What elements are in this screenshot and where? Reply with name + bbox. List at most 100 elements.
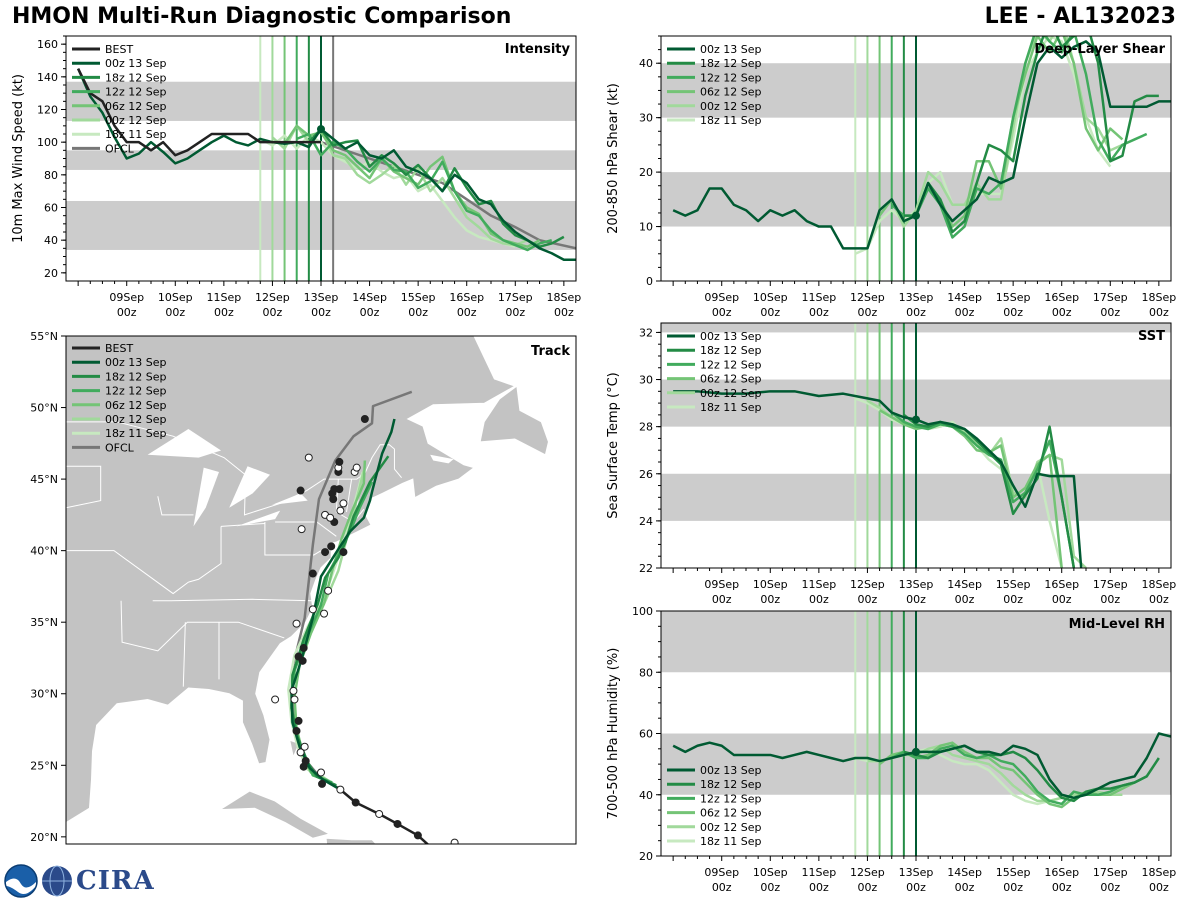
x-tick-date: 16Sep: [1044, 291, 1079, 304]
x-tick-hour: 00z: [712, 306, 732, 319]
y-tick-label: 120: [37, 104, 58, 117]
x-tick-hour: 00z: [906, 306, 926, 319]
x-tick-date: 14Sep: [947, 578, 982, 591]
best-track-point: [451, 839, 458, 846]
cira-logo: CIRA: [4, 864, 155, 898]
legend-label: OFCL: [105, 142, 135, 155]
lat-tick-label: 50°N: [30, 402, 58, 415]
land-hispaniola: [326, 838, 388, 864]
x-tick-hour: 00z: [1149, 593, 1169, 606]
legend-label: 12z 12 Sep: [105, 385, 167, 398]
x-tick-date: 11Sep: [801, 866, 836, 879]
globe-icon: [40, 864, 74, 898]
panel-title: Intensity: [505, 42, 571, 57]
y-axis-label: 200-850 hPa Shear (kt): [606, 83, 621, 234]
x-tick-hour: 00z: [906, 881, 926, 894]
init-point: [912, 212, 920, 220]
legend-label: 18z 11 Sep: [700, 835, 762, 848]
track-point: [340, 549, 347, 556]
x-tick-hour: 00z: [214, 306, 234, 319]
track-point: [322, 549, 329, 556]
legend-label: 00z 13 Sep: [700, 764, 762, 777]
best-track-point: [376, 810, 383, 817]
x-tick-hour: 00z: [311, 306, 331, 319]
y-tick-label: 20: [639, 166, 653, 179]
track-point: [295, 717, 302, 724]
best-track-point: [394, 820, 401, 827]
legend-label: 18z 11 Sep: [700, 401, 762, 414]
x-tick-hour: 00z: [1052, 881, 1072, 894]
init-point: [912, 416, 920, 424]
x-tick-hour: 00z: [858, 593, 878, 606]
legend-label: 06z 12 Sep: [700, 86, 762, 99]
legend-label: 00z 13 Sep: [105, 356, 167, 369]
x-tick-hour: 00z: [955, 306, 975, 319]
x-tick-hour: 00z: [1149, 881, 1169, 894]
lat-tick-label: 30°N: [30, 688, 58, 701]
legend-label: 06z 12 Sep: [105, 399, 167, 412]
y-tick-label: 40: [639, 57, 653, 70]
x-tick-date: 14Sep: [947, 291, 982, 304]
x-tick-date: 10Sep: [753, 578, 788, 591]
track-point: [318, 769, 325, 776]
legend-label: 00z 13 Sep: [700, 43, 762, 56]
init-point: [912, 748, 920, 756]
x-tick-hour: 00z: [760, 593, 780, 606]
y-axis-label: 10m Max Wind Speed (kt): [11, 74, 26, 243]
x-tick-hour: 00z: [760, 881, 780, 894]
x-tick-date: 15Sep: [996, 866, 1031, 879]
x-tick-hour: 00z: [906, 593, 926, 606]
track-point: [291, 696, 298, 703]
x-tick-hour: 00z: [117, 306, 137, 319]
x-tick-hour: 00z: [554, 306, 574, 319]
x-tick-hour: 00z: [1052, 306, 1072, 319]
legend-label: 00z 13 Sep: [700, 330, 762, 343]
track-point: [353, 464, 360, 471]
x-tick-hour: 00z: [955, 593, 975, 606]
legend-label: 12z 12 Sep: [700, 358, 762, 371]
panel-title: Mid-Level RH: [1069, 617, 1165, 632]
best-track-point: [414, 832, 421, 839]
legend-label: 18z 11 Sep: [700, 114, 762, 127]
x-tick-date: 18Sep: [1141, 866, 1176, 879]
x-tick-date: 17Sep: [498, 291, 533, 304]
x-tick-date: 15Sep: [401, 291, 436, 304]
x-tick-hour: 00z: [457, 306, 477, 319]
legend-label: 12z 12 Sep: [700, 71, 762, 84]
x-tick-hour: 00z: [858, 306, 878, 319]
y-tick-label: 28: [639, 421, 653, 434]
logo-text: CIRA: [76, 866, 155, 896]
track-point: [293, 727, 300, 734]
y-tick-label: 60: [639, 728, 653, 741]
legend-label: 12z 12 Sep: [105, 86, 167, 99]
x-tick-date: 13Sep: [899, 578, 934, 591]
lat-tick-label: 35°N: [30, 616, 58, 629]
lat-tick-label: 45°N: [30, 473, 58, 486]
legend-label: 18z 12 Sep: [700, 778, 762, 791]
x-tick-date: 18Sep: [1141, 578, 1176, 591]
x-tick-date: 17Sep: [1093, 866, 1128, 879]
track-point: [297, 487, 304, 494]
y-tick-label: 10: [639, 221, 653, 234]
legend-label: 12z 12 Sep: [700, 792, 762, 805]
x-tick-hour: 00z: [809, 306, 829, 319]
track-point: [328, 543, 335, 550]
lat-tick-label: 40°N: [30, 545, 58, 558]
x-tick-hour: 00z: [1100, 593, 1120, 606]
x-tick-date: 11Sep: [206, 291, 241, 304]
track-point: [327, 514, 334, 521]
track-point: [361, 415, 368, 422]
legend-label: 06z 12 Sep: [700, 373, 762, 386]
x-tick-date: 13Sep: [899, 291, 934, 304]
y-tick-label: 40: [44, 234, 58, 247]
x-tick-date: 17Sep: [1093, 578, 1128, 591]
track-point: [325, 587, 332, 594]
x-tick-date: 14Sep: [352, 291, 387, 304]
y-tick-label: 30: [639, 112, 653, 125]
x-tick-date: 14Sep: [947, 866, 982, 879]
y-tick-label: 140: [37, 71, 58, 84]
legend-label: 00z 12 Sep: [700, 100, 762, 113]
track-point: [336, 458, 343, 465]
x-tick-hour: 00z: [1052, 593, 1072, 606]
y-tick-label: 20: [44, 267, 58, 280]
